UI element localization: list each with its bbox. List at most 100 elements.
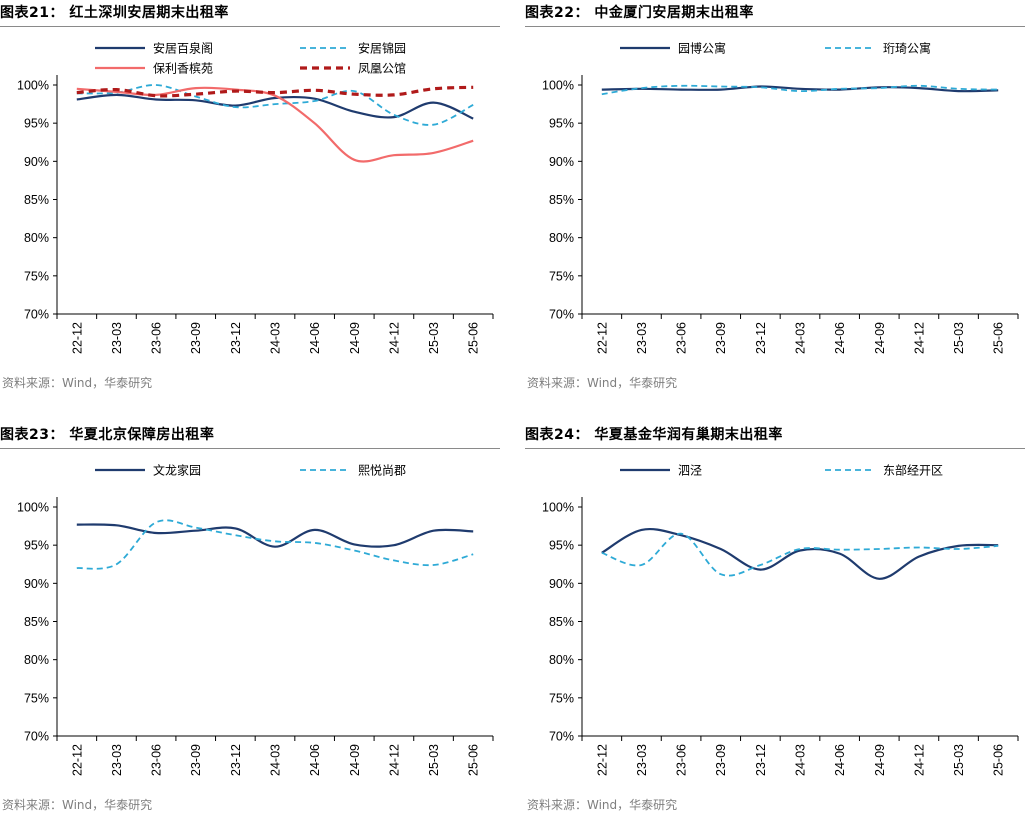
y-tick-label: 75% bbox=[549, 691, 574, 705]
series-line-2 bbox=[76, 519, 474, 570]
legend-item: 保利香槟苑 bbox=[95, 61, 213, 76]
legend-item: 安居锦园 bbox=[300, 41, 406, 56]
legend-label: 文龙家园 bbox=[153, 463, 201, 478]
legend-label: 保利香槟苑 bbox=[153, 61, 213, 76]
x-tick-label: 24-03 bbox=[269, 744, 283, 776]
chart-title: 图表24： 华夏基金华润有巢期末出租率 bbox=[525, 427, 783, 443]
source-note: 资料来源：Wind，华泰研究 bbox=[2, 798, 153, 812]
legend-item: 东部经开区 bbox=[825, 463, 943, 478]
y-tick-label: 80% bbox=[24, 653, 49, 667]
x-tick-label: 24-09 bbox=[348, 322, 362, 354]
chart-panel-4: 图表24： 华夏基金华润有巢期末出租率 70% 75% 80% 85% 90% 95% 10… bbox=[525, 424, 1030, 824]
series-line-1 bbox=[601, 527, 999, 580]
x-tick-label: 23-06 bbox=[675, 744, 689, 776]
legend-item: 泗泾 bbox=[620, 464, 702, 478]
y-tick-label: 90% bbox=[549, 577, 574, 591]
x-tick-label: 22-12 bbox=[70, 322, 84, 354]
x-tick-label: 23-03 bbox=[110, 322, 124, 354]
legend-item: 熙悦尚郡 bbox=[300, 464, 406, 478]
x-tick-label: 24-12 bbox=[912, 744, 926, 776]
series-line-1 bbox=[601, 85, 999, 93]
x-tick-label: 23-06 bbox=[150, 744, 164, 776]
x-tick-label: 22-12 bbox=[70, 744, 84, 776]
chart-title: 图表21： 红土深圳安居期末出租率 bbox=[0, 5, 229, 21]
x-tick-label: 25-03 bbox=[427, 322, 441, 354]
source-note: 资料来源：Wind，华泰研究 bbox=[527, 798, 678, 812]
x-tick-label: 24-12 bbox=[387, 744, 401, 776]
legend-label: 熙悦尚郡 bbox=[358, 464, 406, 478]
series-line-2 bbox=[601, 532, 999, 577]
x-tick-label: 23-09 bbox=[714, 744, 728, 776]
y-tick-label: 70% bbox=[24, 308, 49, 322]
y-tick-label: 70% bbox=[24, 730, 49, 744]
x-tick-label: 24-06 bbox=[308, 322, 322, 354]
y-tick-label: 75% bbox=[549, 269, 574, 283]
legend-label: 安居百泉阁 bbox=[153, 41, 213, 56]
x-tick-label: 24-06 bbox=[833, 744, 847, 776]
y-tick-label: 80% bbox=[24, 231, 49, 245]
legend-label: 凤凰公馆 bbox=[358, 61, 406, 76]
legend-label: 东部经开区 bbox=[883, 463, 943, 478]
y-tick-label: 95% bbox=[24, 539, 49, 553]
y-tick-label: 90% bbox=[24, 577, 49, 591]
y-tick-label: 85% bbox=[549, 615, 574, 629]
y-tick-label: 70% bbox=[549, 308, 574, 322]
x-tick-label: 23-12 bbox=[229, 744, 243, 776]
legend-item: 珩琦公寓 bbox=[825, 41, 931, 56]
x-tick-label: 23-06 bbox=[150, 322, 164, 354]
line-chart: 70% 75% 80% 85% 90% 95% 100% 22-12 23-03 23-06 23-… bbox=[542, 463, 1019, 776]
y-tick-label: 75% bbox=[24, 269, 49, 283]
x-tick-label: 25-06 bbox=[992, 744, 1006, 776]
legend-item: 安居百泉阁 bbox=[95, 41, 213, 56]
x-tick-label: 24-03 bbox=[794, 322, 808, 354]
x-tick-label: 24-12 bbox=[387, 322, 401, 354]
source-note: 资料来源：Wind，华泰研究 bbox=[527, 376, 678, 390]
y-tick-label: 75% bbox=[24, 691, 49, 705]
x-tick-label: 23-12 bbox=[229, 322, 243, 354]
x-tick-label: 23-06 bbox=[675, 322, 689, 354]
title-divider bbox=[525, 26, 1025, 27]
y-tick-label: 100% bbox=[17, 501, 49, 515]
chart-panel-1: 图表21： 红土深圳安居期末出租率 70% 75% 80% 85% 90% 95% 100%… bbox=[0, 2, 505, 402]
x-tick-label: 24-06 bbox=[308, 744, 322, 776]
title-divider bbox=[0, 448, 500, 449]
legend-label: 安居锦园 bbox=[358, 41, 406, 56]
x-tick-label: 23-03 bbox=[635, 322, 649, 354]
y-tick-label: 85% bbox=[24, 193, 49, 207]
series-line-3 bbox=[76, 86, 474, 163]
chart-panel-2: 图表22： 中金厦门安居期末出租率 70% 75% 80% 85% 90% 95% 100%… bbox=[525, 2, 1030, 402]
chart-title: 图表23： 华夏北京保障房出租率 bbox=[0, 427, 215, 443]
x-tick-label: 24-03 bbox=[269, 322, 283, 354]
x-tick-label: 23-12 bbox=[754, 744, 768, 776]
x-tick-label: 23-03 bbox=[635, 744, 649, 776]
title-divider bbox=[525, 448, 1025, 449]
x-tick-label: 23-09 bbox=[714, 322, 728, 354]
y-tick-label: 85% bbox=[24, 615, 49, 629]
line-chart: 70% 75% 80% 85% 90% 95% 100% 22-12 23-03 23-06 23-… bbox=[17, 463, 494, 776]
x-tick-label: 25-03 bbox=[427, 744, 441, 776]
x-tick-label: 25-03 bbox=[952, 322, 966, 354]
x-tick-label: 24-03 bbox=[794, 744, 808, 776]
x-tick-label: 25-06 bbox=[467, 322, 481, 354]
y-tick-label: 100% bbox=[542, 79, 574, 93]
y-tick-label: 100% bbox=[17, 79, 49, 93]
x-tick-label: 25-06 bbox=[992, 322, 1006, 354]
line-chart: 70% 75% 80% 85% 90% 95% 100% 22-12 23-03 23-06 23-… bbox=[17, 41, 494, 354]
source-note: 资料来源：Wind，华泰研究 bbox=[2, 376, 153, 390]
series-line-4 bbox=[76, 85, 474, 98]
x-tick-label: 23-12 bbox=[754, 322, 768, 354]
legend-label: 泗泾 bbox=[678, 464, 702, 478]
title-divider bbox=[0, 26, 500, 27]
x-tick-label: 22-12 bbox=[595, 744, 609, 776]
y-tick-label: 95% bbox=[549, 117, 574, 131]
y-tick-label: 90% bbox=[549, 155, 574, 169]
x-tick-label: 23-09 bbox=[189, 744, 203, 776]
y-tick-label: 95% bbox=[24, 117, 49, 131]
chart-panel-3: 图表23： 华夏北京保障房出租率 70% 75% 80% 85% 90% 95% 100% 2… bbox=[0, 424, 505, 824]
legend-label: 园博公寓 bbox=[678, 41, 726, 56]
x-tick-label: 25-03 bbox=[952, 744, 966, 776]
legend-label: 珩琦公寓 bbox=[883, 41, 931, 56]
x-tick-label: 24-09 bbox=[348, 744, 362, 776]
x-tick-label: 23-09 bbox=[189, 322, 203, 354]
line-chart: 70% 75% 80% 85% 90% 95% 100% 22-12 23-03 23-06 23-… bbox=[542, 41, 1019, 354]
